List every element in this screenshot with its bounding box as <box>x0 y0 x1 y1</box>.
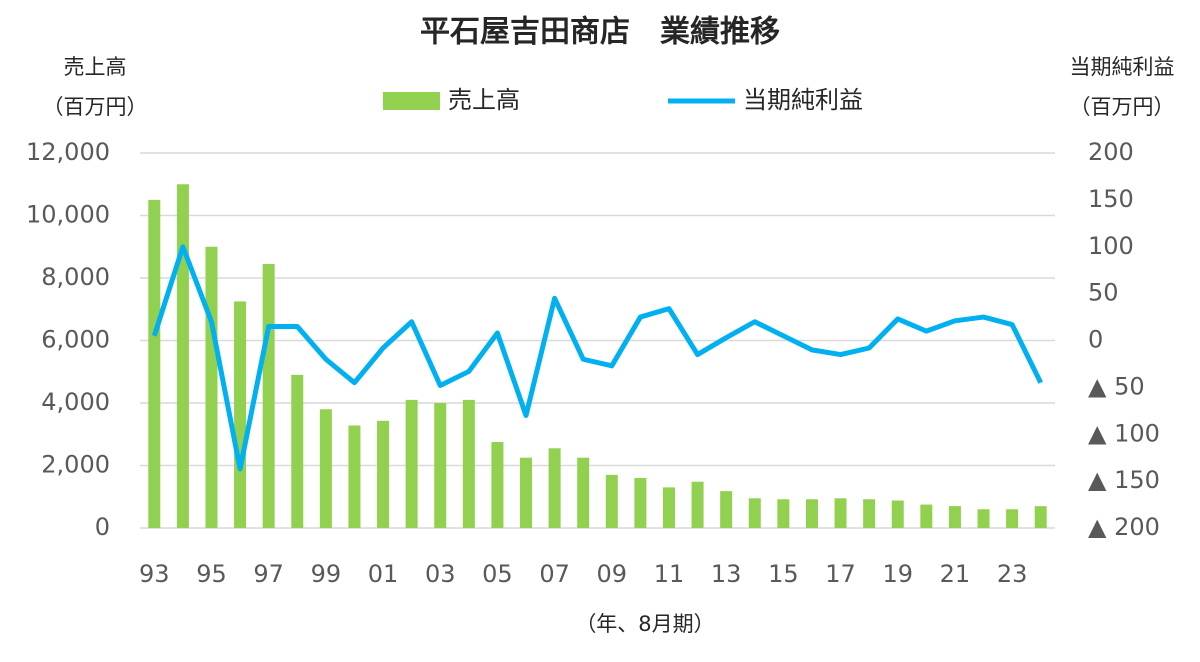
bar <box>291 374 304 528</box>
y2-tick-label: 50 <box>1088 279 1119 307</box>
bar <box>176 184 189 528</box>
y2-axis-label: （百万円） <box>1070 95 1175 119</box>
bar <box>662 487 675 528</box>
y2-tick-label: 200 <box>1088 138 1134 166</box>
y2-tick-label: ▲ 50 <box>1088 372 1145 400</box>
line <box>151 244 1043 472</box>
y2-tick-label: 100 <box>1088 232 1134 260</box>
y-axis-label: 売上高 <box>64 55 127 79</box>
bar <box>691 481 704 528</box>
y2-tick-label: ▲ 150 <box>1088 466 1160 494</box>
bar <box>462 399 475 528</box>
chart-title: 平石屋吉田商店 業績推移 <box>420 15 780 50</box>
x-tick-label: 07 <box>539 560 570 588</box>
bar <box>234 301 247 528</box>
x-tick-label: 99 <box>311 560 342 588</box>
bar <box>1006 509 1019 528</box>
bar <box>148 199 161 528</box>
bar <box>920 504 933 528</box>
y-tick-label: 6,000 <box>41 326 110 354</box>
bar <box>891 500 904 528</box>
bar <box>748 498 761 528</box>
bar <box>720 491 733 528</box>
y-tick-label: 4,000 <box>41 388 110 416</box>
x-tick-label: 13 <box>711 560 742 588</box>
bar <box>577 457 590 528</box>
y-axis-label: （百万円） <box>43 95 148 119</box>
x-tick-label: 23 <box>997 560 1028 588</box>
bar <box>348 425 361 528</box>
bar <box>605 474 618 528</box>
x-tick-label: 97 <box>253 560 284 588</box>
legend-label: 当期純利益 <box>743 86 863 114</box>
x-tick-label: 11 <box>654 560 685 588</box>
x-tick-label: 15 <box>768 560 799 588</box>
bar <box>834 498 847 528</box>
bar <box>863 499 876 528</box>
y2-tick-label: ▲ 200 <box>1088 513 1160 541</box>
y-tick-label: 0 <box>95 513 110 541</box>
bar <box>205 246 218 528</box>
y2-tick-label: ▲ 100 <box>1088 419 1160 447</box>
bar <box>805 499 818 528</box>
y-tick-label: 10,000 <box>26 201 110 229</box>
bar <box>491 442 504 528</box>
x-tick-label: 95 <box>196 560 227 588</box>
legend-swatch <box>383 92 440 110</box>
bar <box>262 263 275 528</box>
y-tick-label: 2,000 <box>41 451 110 479</box>
x-tick-label: 93 <box>139 560 170 588</box>
bar <box>548 448 561 528</box>
bar <box>377 420 390 528</box>
y-tick-label: 12,000 <box>26 138 110 166</box>
x-tick-label: 05 <box>482 560 513 588</box>
y2-axis-label: 当期純利益 <box>1070 55 1175 79</box>
y2-tick-label: 0 <box>1088 326 1103 354</box>
x-tick-label: 17 <box>825 560 856 588</box>
bar <box>777 499 790 528</box>
y2-tick-label: 150 <box>1088 185 1134 213</box>
x-tick-label: 09 <box>597 560 628 588</box>
bar <box>405 399 418 528</box>
x-tick-label: 01 <box>368 560 399 588</box>
bar <box>1034 506 1047 528</box>
bar <box>520 457 533 528</box>
x-tick-label: 19 <box>882 560 913 588</box>
bar <box>634 478 647 528</box>
bar <box>948 506 961 528</box>
y-tick-label: 8,000 <box>41 263 110 291</box>
bar <box>434 403 447 528</box>
x-tick-label: 21 <box>940 560 971 588</box>
x-tick-label: 03 <box>425 560 456 588</box>
x-axis-label: （年、8月期） <box>575 612 714 636</box>
legend-label: 売上高 <box>448 86 520 114</box>
bar <box>977 509 990 528</box>
bar <box>319 409 332 528</box>
